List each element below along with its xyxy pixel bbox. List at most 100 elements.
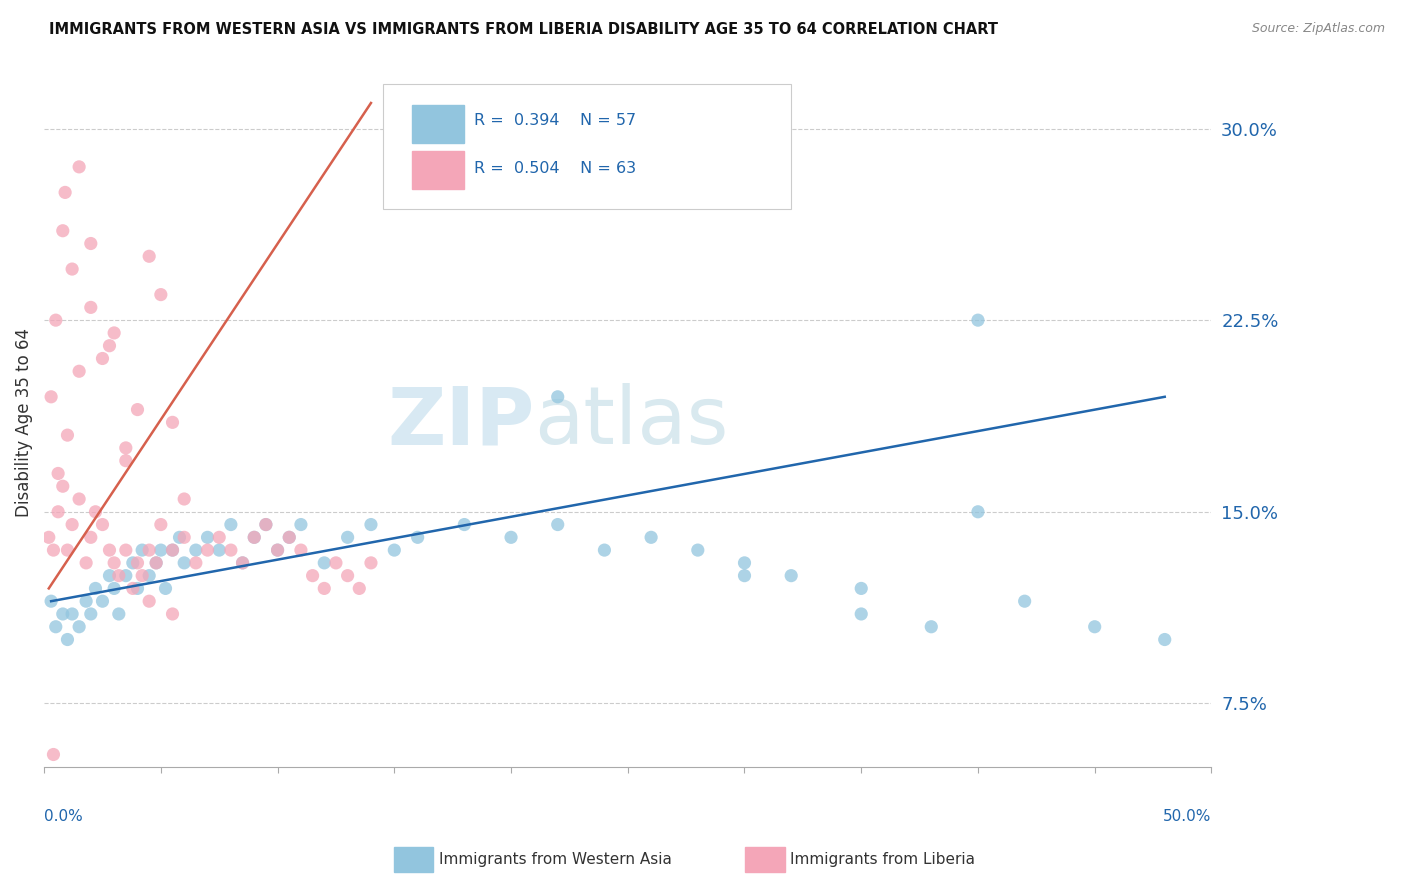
Point (197, 543, 219, 558)
Point (208, 543, 231, 558)
Point (360, 517, 382, 532)
Point (52, 479, 75, 493)
Point (75, 594, 97, 608)
Point (162, 543, 184, 558)
Point (734, 556, 756, 570)
Point (127, 582, 149, 596)
Point (232, 556, 254, 570)
Point (173, 556, 195, 570)
Point (56, 428, 79, 442)
FancyBboxPatch shape (382, 85, 792, 209)
Text: 50.0%: 50.0% (1163, 809, 1212, 823)
Point (131, 568, 153, 582)
Point (138, 594, 160, 608)
Point (967, 313, 990, 327)
Point (145, 556, 167, 570)
Point (45, 620, 67, 634)
Point (75, 556, 97, 570)
Point (734, 568, 756, 582)
Point (46, 505, 69, 519)
Point (593, 543, 616, 558)
Point (60, 262, 83, 277)
Point (103, 582, 125, 596)
Point (80, 236, 103, 251)
Point (67, 491, 90, 506)
Point (1153, 632, 1175, 647)
Point (103, 326, 125, 340)
Point (98, 543, 121, 558)
Point (67, 364, 90, 378)
Point (91, 517, 114, 532)
Point (547, 390, 569, 404)
Point (290, 517, 312, 532)
Point (80, 301, 103, 315)
Point (851, 607, 873, 621)
Point (169, 530, 191, 544)
Point (67, 620, 90, 634)
Point (266, 543, 288, 558)
Point (406, 530, 429, 544)
Point (314, 556, 336, 570)
Point (52, 224, 75, 238)
Point (197, 530, 219, 544)
Point (84, 582, 107, 596)
Point (162, 543, 184, 558)
Point (1014, 594, 1036, 608)
Point (98, 568, 121, 582)
Point (121, 556, 143, 570)
Point (232, 556, 254, 570)
Point (640, 530, 662, 544)
Point (184, 556, 207, 570)
Point (53, 186, 76, 200)
Point (138, 249, 160, 263)
Point (254, 517, 277, 532)
Point (149, 543, 172, 558)
Text: ZIP: ZIP (387, 384, 534, 461)
Point (114, 441, 136, 455)
Text: R =  0.504    N = 63: R = 0.504 N = 63 (474, 161, 636, 176)
Point (360, 556, 382, 570)
Point (162, 607, 184, 621)
Point (145, 556, 167, 570)
Point (127, 556, 149, 570)
Point (52, 607, 75, 621)
Point (1084, 620, 1107, 634)
Point (121, 582, 143, 596)
Point (547, 517, 569, 532)
Point (254, 517, 277, 532)
Point (67, 160, 90, 174)
Point (98, 339, 121, 353)
Point (278, 530, 301, 544)
Point (46, 467, 69, 481)
Point (184, 543, 207, 558)
Point (499, 530, 522, 544)
Point (301, 568, 323, 582)
Point (349, 582, 371, 596)
Point (290, 543, 312, 558)
Bar (412, 152, 464, 189)
Point (162, 415, 184, 429)
Text: Immigrants from Liberia: Immigrants from Liberia (790, 853, 976, 867)
Text: 0.0%: 0.0% (44, 809, 83, 823)
Point (103, 556, 125, 570)
Text: IMMIGRANTS FROM WESTERN ASIA VS IMMIGRANTS FROM LIBERIA DISABILITY AGE 35 TO 64 : IMMIGRANTS FROM WESTERN ASIA VS IMMIGRAN… (49, 22, 998, 37)
Text: R =  0.394    N = 57: R = 0.394 N = 57 (474, 113, 636, 128)
Point (314, 582, 336, 596)
Point (325, 556, 347, 570)
Point (266, 543, 288, 558)
Point (686, 543, 709, 558)
Point (155, 582, 177, 596)
Bar (412, 105, 464, 143)
Point (114, 453, 136, 467)
Point (38, 530, 60, 544)
Point (453, 517, 475, 532)
Point (42, 543, 65, 558)
Point (80, 607, 103, 621)
Point (56, 543, 79, 558)
Point (84, 505, 107, 519)
Point (173, 530, 195, 544)
Point (60, 607, 83, 621)
Point (138, 568, 160, 582)
Point (967, 505, 990, 519)
Point (243, 530, 266, 544)
